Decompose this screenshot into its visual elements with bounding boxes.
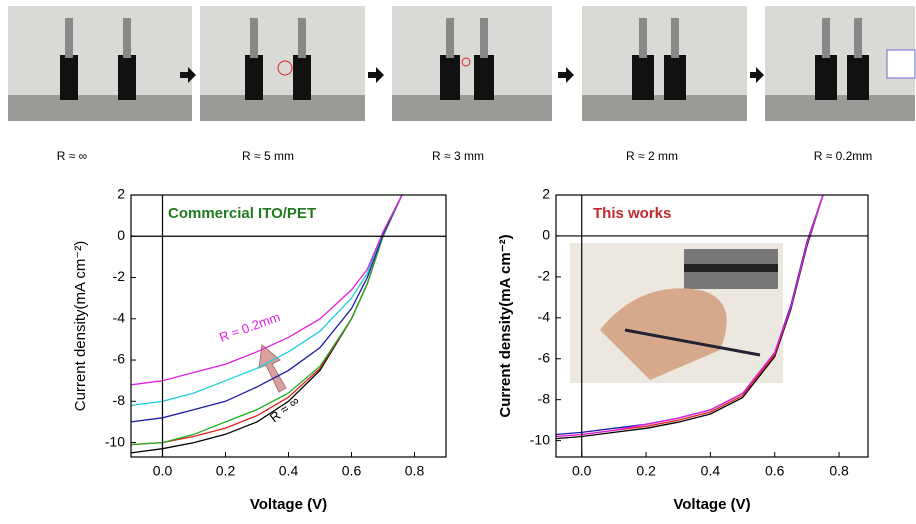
photo [392, 6, 552, 121]
y-tick-label: -6 [113, 351, 126, 367]
x-tick-label: 0.6 [342, 463, 362, 479]
photo [582, 6, 747, 121]
caption: R ≈ 5 mm [242, 149, 294, 163]
y-axis-label: Current density(mA cm⁻²) [497, 234, 514, 417]
y-tick-label: -10 [530, 431, 550, 447]
annotation: R ≈ ∞ [267, 393, 302, 425]
series-line [130, 194, 403, 407]
plot-frame [555, 194, 869, 458]
chart-title: Commercial ITO/PET [168, 205, 316, 222]
x-tick-label: 0.0 [572, 463, 592, 479]
series-line [130, 194, 403, 386]
photo [8, 6, 192, 121]
y-tick-label: -8 [538, 390, 551, 406]
caption: R ≈ 0.2mm [814, 149, 873, 163]
plot-frame [130, 194, 447, 458]
y-tick-label: -6 [538, 349, 551, 365]
caption: R ≈ 3 mm [432, 149, 484, 163]
x-tick-label: 0.4 [279, 463, 299, 479]
y-tick-label: 0 [117, 227, 125, 243]
x-tick-label: 0.2 [216, 463, 236, 479]
x-tick-label: 0.8 [405, 463, 425, 479]
series-line [555, 194, 824, 438]
y-tick-label: -8 [113, 392, 126, 408]
y-tick-label: 2 [117, 186, 125, 202]
y-tick-label: -10 [105, 433, 125, 449]
x-axis-label: Voltage (V) [250, 496, 327, 513]
chart-title: This works [593, 205, 671, 222]
x-tick-label: 0.6 [765, 463, 785, 479]
caption: R ≈ 2 mm [626, 149, 678, 163]
y-tick-label: -4 [538, 309, 551, 325]
series-line [130, 194, 403, 423]
x-tick-label: 0.2 [636, 463, 656, 479]
arrow [180, 67, 196, 83]
arrow [368, 67, 384, 83]
y-tick-label: 0 [542, 227, 550, 243]
y-tick-label: 2 [542, 186, 550, 202]
arrow [750, 67, 764, 83]
y-axis-label: Current density(mA cm⁻²) [72, 241, 89, 411]
x-tick-label: 0.0 [153, 463, 173, 479]
caption: R ≈ ∞ [57, 149, 87, 163]
x-axis-label: Voltage (V) [673, 496, 750, 513]
annotation: R ≈ 0.2mm [217, 309, 282, 345]
trend-arrow [258, 344, 287, 393]
y-tick-label: -4 [113, 309, 126, 325]
y-tick-label: -2 [113, 268, 126, 284]
y-tick-label: -2 [538, 268, 551, 284]
series-line [130, 194, 403, 446]
photos [8, 6, 916, 121]
arrow [558, 67, 574, 83]
x-tick-label: 0.4 [701, 463, 721, 479]
x-tick-label: 0.8 [829, 463, 849, 479]
inset-photo [570, 243, 783, 383]
photo [765, 6, 916, 121]
photo [200, 6, 365, 121]
